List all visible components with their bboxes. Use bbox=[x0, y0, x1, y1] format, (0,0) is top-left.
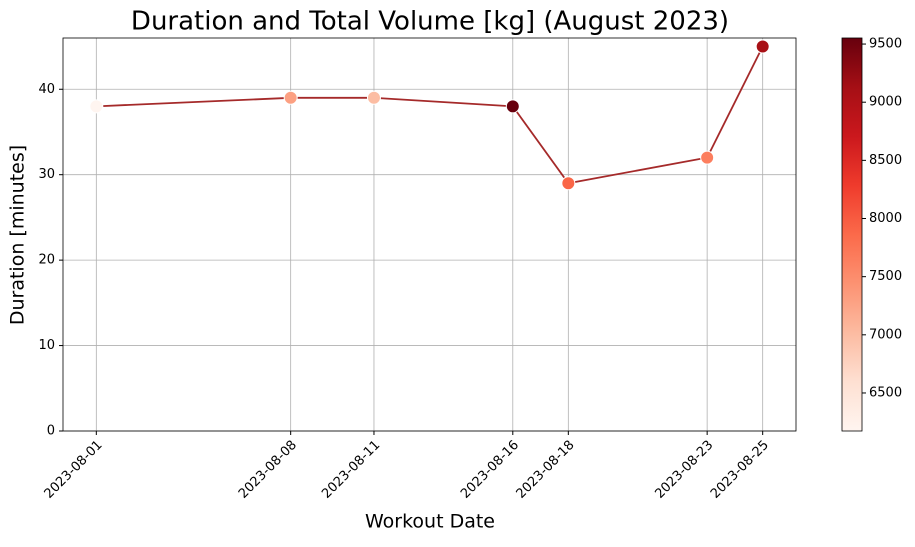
point bbox=[700, 150, 715, 165]
colorbar-tick-label: 8000 bbox=[869, 211, 902, 226]
y-tick-label: 0 bbox=[47, 424, 55, 439]
x-tick-label: 2023-08-23 bbox=[652, 438, 716, 502]
y-tick-label: 40 bbox=[38, 82, 55, 97]
y-axis-label: Duration [minutes] bbox=[7, 145, 29, 325]
point bbox=[561, 176, 576, 191]
point bbox=[505, 99, 520, 114]
point bbox=[89, 99, 104, 114]
point bbox=[283, 90, 298, 105]
x-tick-label: 2023-08-18 bbox=[514, 438, 578, 502]
chart-title: Duration and Total Volume [kg] (August 2… bbox=[131, 7, 729, 37]
colorbar-tick-label: 8500 bbox=[869, 153, 902, 168]
plot-frame bbox=[62, 37, 797, 432]
colorbar-tick-label: 6500 bbox=[869, 385, 902, 400]
y-tick-label: 10 bbox=[38, 338, 55, 353]
x-tick-label: 2023-08-11 bbox=[319, 438, 383, 502]
colorbar bbox=[841, 37, 863, 432]
x-tick-label: 2023-08-16 bbox=[458, 438, 522, 502]
x-tick-label: 2023-08-08 bbox=[236, 438, 300, 502]
colorbar-tick-label: 9500 bbox=[869, 37, 902, 52]
colorbar-tick-label: 7500 bbox=[869, 269, 902, 284]
y-tick-label: 20 bbox=[38, 253, 55, 268]
y-tick-label: 30 bbox=[38, 167, 55, 182]
x-tick-label: 2023-08-01 bbox=[42, 438, 106, 502]
x-tick-label: 2023-08-25 bbox=[708, 438, 772, 502]
x-axis-label: Workout Date bbox=[365, 511, 495, 533]
colorbar-tick-label: 9000 bbox=[869, 95, 902, 110]
point bbox=[755, 39, 770, 54]
colorbar-tick-label: 7000 bbox=[869, 327, 902, 342]
point bbox=[366, 90, 381, 105]
line bbox=[96, 46, 764, 185]
